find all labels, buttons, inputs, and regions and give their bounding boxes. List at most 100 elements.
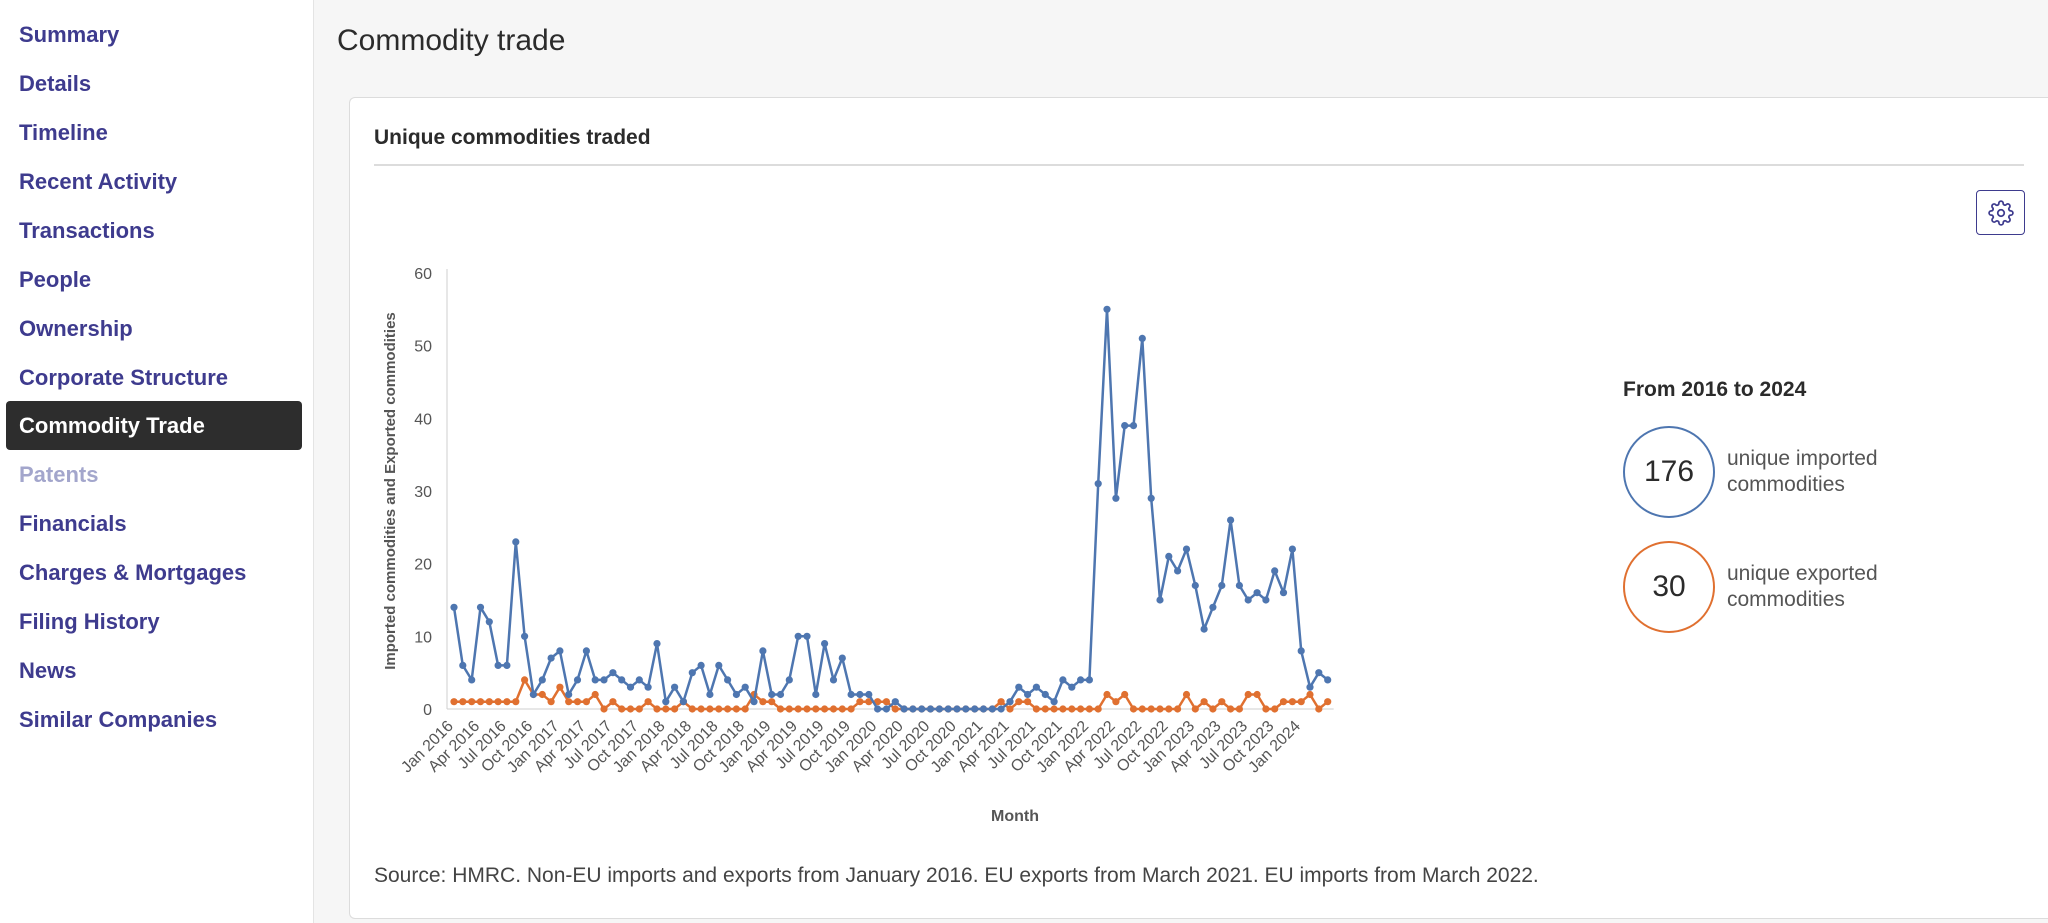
imported-series-point [803, 632, 811, 640]
imported-series-point [935, 705, 944, 713]
imported-series-point [1094, 480, 1102, 488]
exported-series-point [556, 683, 564, 691]
exported-series-point [821, 705, 829, 713]
exported-series-point [1209, 705, 1217, 713]
imported-series-point [838, 654, 846, 662]
imported-series-point [1227, 516, 1235, 524]
imported-count-badge: 176 [1623, 426, 1715, 518]
imported-series-point [679, 698, 687, 706]
imported-series-point [882, 705, 891, 713]
exported-series-point [582, 698, 590, 706]
imported-series-point [450, 603, 458, 611]
exported-series-point [741, 705, 749, 713]
sidebar-item-commodity-trade[interactable]: Commodity Trade [6, 401, 302, 450]
imported-series-point [1121, 422, 1129, 430]
imported-series-point [1271, 567, 1279, 575]
sidebar-item-details[interactable]: Details [19, 71, 92, 96]
exported-series-point [838, 705, 846, 713]
exported-series-point [653, 705, 661, 713]
exported-series-point [768, 698, 776, 706]
imported-series-point [1174, 567, 1182, 575]
chart-settings-button[interactable] [1976, 190, 2025, 235]
imported-series-point [521, 632, 529, 640]
sidebar-item-timeline[interactable]: Timeline [19, 120, 108, 145]
imported-series-point [750, 698, 758, 706]
imported-series-point [1147, 494, 1155, 502]
exported-series-point [512, 698, 520, 706]
sidebar-item-transactions[interactable]: Transactions [19, 218, 155, 243]
imported-series-point [1209, 603, 1217, 611]
imported-series-point [706, 690, 714, 699]
exported-series-point [600, 705, 608, 713]
exported-series-point [1041, 705, 1049, 713]
imported-series-point [556, 647, 564, 655]
exported-series-point [626, 705, 635, 713]
commodity-trade-card: Unique commodities traded 0 10 20 30 40 50 60 J… [349, 97, 2048, 919]
sidebar-item-summary[interactable]: Summary [19, 22, 120, 47]
exported-series-point [573, 698, 582, 706]
exported-series-point [847, 705, 855, 713]
source-note: Source: HMRC. Non-EU imports and exports… [374, 864, 1539, 887]
imported-series-point [891, 698, 899, 706]
exported-series-point [1191, 705, 1199, 713]
exported-series-point [1156, 705, 1164, 713]
imported-series-point [741, 683, 749, 691]
exported-series-point [1227, 705, 1235, 713]
exported-series-point [697, 705, 705, 713]
sidebar-item-charges-mortgages[interactable]: Charges & Mortgages [19, 560, 247, 585]
imported-series-point [1024, 690, 1032, 699]
exported-series-point [794, 705, 802, 713]
exported-series-point [1253, 690, 1261, 699]
exported-series-point [1279, 698, 1288, 706]
imported-series-point [1235, 581, 1243, 590]
exported-count-label: unique exported commodities [1727, 562, 1878, 611]
exported-series-point [459, 698, 467, 706]
imported-series-point [759, 647, 767, 655]
exported-series-point [671, 705, 679, 713]
sidebar-item-corporate-structure[interactable]: Corporate Structure [19, 365, 229, 390]
imported-series-point [847, 690, 855, 699]
gear-icon [1987, 199, 2014, 226]
imported-series-point [926, 705, 935, 713]
y-tick-label: 50 [414, 339, 432, 356]
exported-series-point [759, 698, 767, 706]
sidebar-item-financials[interactable]: Financials [19, 511, 127, 536]
exported-series-point [1324, 698, 1332, 706]
exported-series-point [874, 698, 882, 706]
exported-series-point [494, 698, 502, 706]
sidebar-item-recent-activity[interactable]: Recent Activity [19, 169, 178, 194]
imported-series-point [476, 603, 485, 611]
exported-series-point [776, 705, 785, 713]
exported-series-point [1244, 690, 1252, 699]
sidebar-item-people[interactable]: People [19, 267, 92, 292]
imported-series-point [582, 647, 590, 655]
y-tick-label: 20 [414, 557, 432, 574]
sidebar-item-filing-history[interactable]: Filing History [19, 609, 160, 634]
imported-series-point [1041, 690, 1049, 699]
imported-series-point [1059, 676, 1067, 684]
imported-series-point [1112, 494, 1120, 502]
exported-series-point [1103, 690, 1111, 699]
sidebar-item-similar-companies[interactable]: Similar Companies [19, 707, 218, 732]
imported-series-point [768, 690, 776, 699]
exported-series-point [688, 705, 696, 713]
exported-series-point [1068, 705, 1076, 713]
imported-series-point [1244, 596, 1252, 604]
imported-series-point [1050, 698, 1058, 706]
exported-series-point [1218, 698, 1226, 706]
imported-series-point [1262, 596, 1270, 604]
imported-series-point [979, 705, 988, 713]
exported-series-point [618, 705, 626, 713]
exported-series-point [538, 690, 546, 699]
card-divider [374, 164, 2024, 166]
imported-series-point [459, 661, 467, 670]
imported-series-point [874, 705, 882, 713]
imported-series-point [1129, 422, 1138, 430]
sidebar-item-ownership[interactable]: Ownership [19, 316, 133, 341]
exported-series-point [715, 705, 723, 713]
y-tick-label: 0 [423, 702, 432, 719]
exported-series-point [503, 698, 511, 706]
imported-series-point [512, 538, 520, 546]
imported-series-point [732, 690, 740, 699]
sidebar-item-news[interactable]: News [19, 658, 77, 683]
